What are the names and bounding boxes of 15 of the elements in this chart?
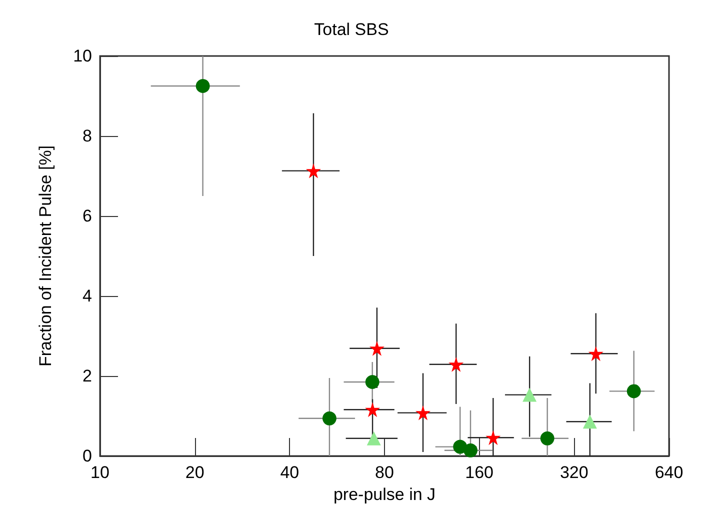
- x-tick-label: 20: [185, 463, 204, 482]
- y-tick-label: 2: [82, 366, 92, 386]
- x-tick-label: 160: [465, 463, 494, 482]
- x-tick-label: 320: [560, 463, 588, 482]
- x-tick-label: 40: [280, 463, 300, 482]
- y-tick-label: 8: [82, 126, 92, 146]
- y-tick-label: 4: [82, 286, 92, 306]
- y-tick-label: 6: [82, 206, 92, 226]
- chart-title: Total SBS: [314, 20, 389, 39]
- y-axis-title: Fraction of Incident Pulse [%]: [36, 145, 55, 367]
- x-axis-title: pre-pulse in J: [333, 485, 436, 504]
- x-tick-label: 80: [375, 463, 394, 482]
- y-tick-label: 0: [82, 446, 92, 466]
- x-tick-label: 640: [654, 463, 684, 482]
- y-tick-label: 10: [73, 46, 92, 66]
